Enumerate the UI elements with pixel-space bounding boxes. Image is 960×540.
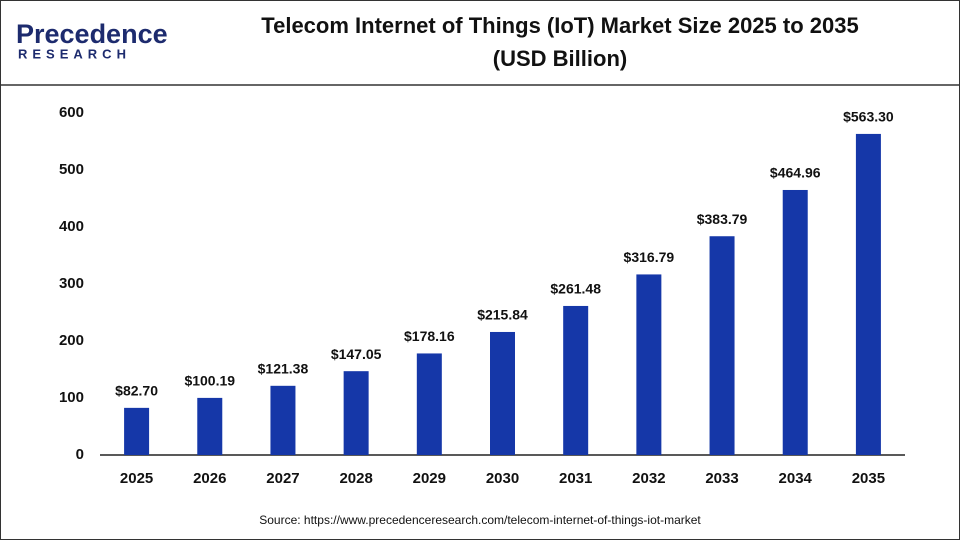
x-tick-label: 2027 — [266, 470, 299, 487]
y-tick-label: 100 — [59, 389, 84, 406]
bar — [270, 385, 296, 455]
bar — [709, 236, 735, 455]
value-label: $383.79 — [697, 211, 748, 227]
bar — [490, 331, 515, 455]
value-label: $100.19 — [184, 373, 235, 389]
x-tick-label: 2028 — [339, 470, 372, 487]
logo-sub: RESEARCH — [18, 46, 131, 61]
bar — [636, 274, 662, 455]
value-label: $316.79 — [624, 249, 675, 265]
x-tick-label: 2033 — [705, 470, 738, 487]
x-tick-label: 2026 — [193, 470, 226, 487]
value-label: $464.96 — [770, 165, 821, 181]
bar — [416, 353, 442, 455]
x-tick-label: 2032 — [632, 470, 665, 487]
bar — [197, 397, 223, 455]
x-tick-label: 2031 — [559, 470, 592, 487]
value-label: $121.38 — [258, 361, 309, 377]
bar — [563, 305, 589, 455]
y-tick-label: 400 — [59, 218, 84, 235]
x-tick-label: 2029 — [413, 470, 446, 487]
chart-subtitle: (USD Billion) — [493, 46, 627, 71]
y-tick-label: 300 — [59, 275, 84, 292]
bar — [343, 371, 369, 455]
value-label: $82.70 — [115, 383, 158, 399]
value-label: $563.30 — [843, 109, 894, 125]
x-tick-label: 2035 — [852, 470, 885, 487]
value-label: $261.48 — [550, 281, 601, 297]
y-tick-label: 600 — [59, 104, 84, 121]
value-label: $147.05 — [331, 346, 382, 362]
bar — [124, 407, 150, 455]
chart-title: Telecom Internet of Things (IoT) Market … — [261, 13, 858, 38]
value-label: $215.84 — [477, 307, 528, 323]
bar — [782, 189, 808, 456]
x-tick-label: 2034 — [779, 470, 813, 487]
logo-name: Precedence — [16, 19, 168, 49]
y-tick-label: 0 — [76, 446, 84, 463]
x-tick-label: 2025 — [120, 470, 153, 487]
x-tick-label: 2030 — [486, 470, 519, 487]
source: Source: https://www.precedenceresearch.c… — [259, 513, 701, 527]
bar — [855, 133, 881, 455]
y-tick-label: 200 — [59, 332, 84, 349]
y-tick-label: 500 — [59, 161, 84, 178]
value-label: $178.16 — [404, 328, 455, 344]
